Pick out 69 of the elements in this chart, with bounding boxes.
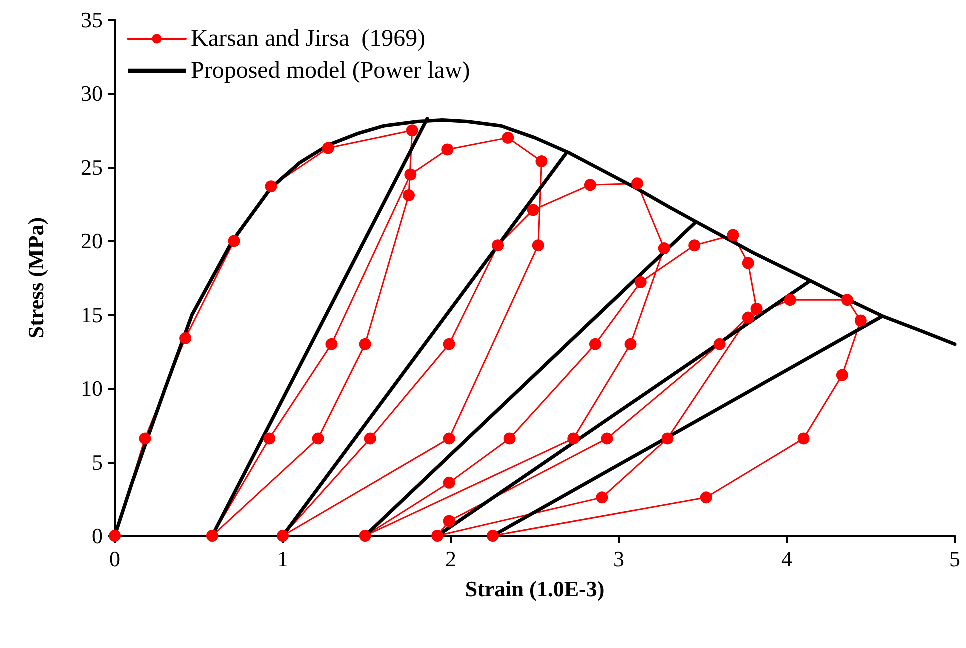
point	[443, 338, 456, 350]
point	[502, 132, 514, 144]
point	[700, 492, 712, 504]
point	[322, 142, 334, 154]
point	[596, 492, 608, 504]
point	[139, 432, 152, 445]
point	[742, 257, 754, 270]
point	[836, 369, 848, 382]
point	[532, 240, 544, 252]
legend-label: Proposed model (Power law)	[191, 58, 470, 84]
y-tick-label: 25	[81, 154, 103, 180]
point	[406, 124, 418, 137]
point	[442, 144, 454, 156]
point	[404, 168, 417, 181]
point	[634, 276, 647, 288]
point	[432, 530, 444, 542]
x-axis-title: Strain (1.0E-3)	[465, 576, 605, 602]
x-tick-label: 4	[782, 546, 792, 572]
point	[589, 338, 602, 350]
y-tick-label: 10	[81, 376, 103, 402]
point	[443, 476, 456, 489]
x-tick-label: 3	[614, 546, 624, 572]
point	[265, 180, 278, 193]
x-tick-label: 2	[446, 546, 456, 572]
point	[504, 432, 516, 445]
x-tick-label: 5	[950, 546, 960, 572]
point	[364, 432, 376, 445]
point	[742, 312, 754, 324]
point	[264, 432, 276, 445]
point	[443, 432, 456, 445]
point	[403, 189, 415, 202]
y-tick-label: 5	[92, 450, 103, 475]
point	[631, 178, 644, 190]
y-tick-label: 0	[92, 524, 103, 548]
point	[784, 294, 796, 306]
point	[206, 530, 218, 542]
y-axis-title: Stress (MPa)	[24, 217, 48, 339]
point	[359, 530, 372, 542]
point	[841, 294, 854, 306]
point	[492, 240, 504, 252]
point	[180, 332, 192, 344]
point	[443, 515, 456, 528]
point	[798, 432, 810, 445]
point	[601, 432, 614, 445]
point	[658, 242, 670, 255]
point	[750, 302, 763, 315]
point	[359, 338, 372, 350]
point	[688, 240, 701, 252]
y-tick-label: 35	[81, 8, 103, 32]
x-tick-label: 0	[110, 546, 120, 572]
point	[714, 338, 726, 350]
point	[527, 204, 540, 216]
point	[536, 156, 548, 168]
point	[326, 338, 338, 350]
point	[228, 235, 240, 248]
point	[584, 179, 596, 192]
point	[277, 530, 289, 542]
point	[727, 229, 740, 242]
point	[487, 530, 499, 542]
x-tick-label: 1	[278, 546, 288, 572]
point	[624, 338, 637, 350]
point	[568, 432, 580, 445]
legend-label: Karsan and Jirsa (1969)	[191, 26, 426, 52]
y-tick-label: 20	[81, 228, 103, 254]
point	[662, 432, 674, 445]
point	[312, 432, 324, 445]
y-tick-label: 30	[81, 81, 103, 106]
point	[854, 314, 867, 327]
y-tick-label: 15	[81, 302, 103, 328]
